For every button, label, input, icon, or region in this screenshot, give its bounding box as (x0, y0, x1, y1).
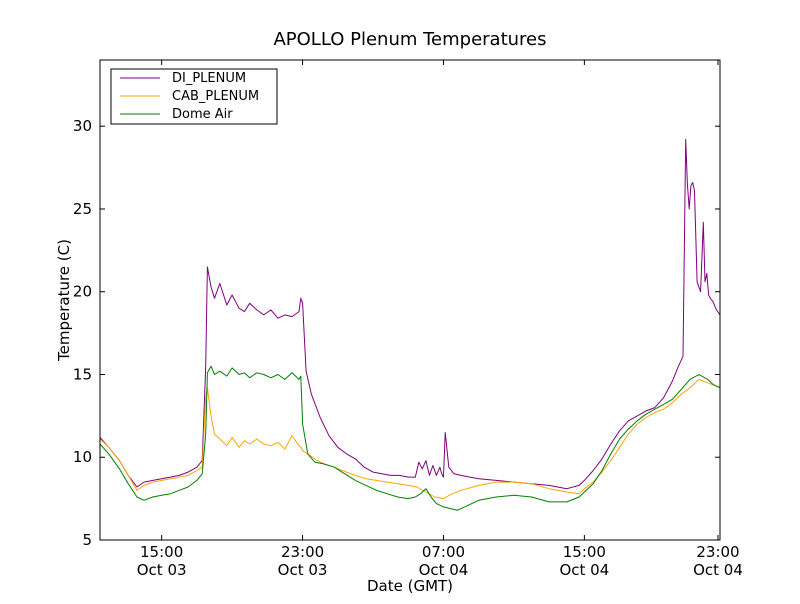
series-line-dome-air (99, 365, 721, 511)
legend-label-di-plenum: DI_PLENUM (172, 71, 246, 86)
x-axis-label: Date (GMT) (367, 577, 453, 595)
x-tick-label-date: Oct 03 (137, 561, 187, 579)
y-tick-label: 25 (73, 200, 92, 218)
x-tick-label-time: 23:00 (281, 543, 324, 561)
x-tick-label-time: 23:00 (696, 543, 739, 561)
y-tick-label: 10 (73, 448, 92, 466)
y-axis-label: Temperature (C) (55, 239, 73, 362)
x-tick-label-time: 07:00 (422, 543, 465, 561)
plot-frame (99, 59, 721, 541)
series-line-di-plenum (99, 138, 721, 490)
x-tick-label-date: Oct 04 (693, 561, 743, 579)
series-line-cab-plenum (99, 378, 721, 500)
y-tick-label: 5 (82, 531, 92, 549)
legend: DI_PLENUM CAB_PLENUM Dome Air (110, 68, 278, 125)
x-tick-label-date: Oct 04 (419, 561, 469, 579)
y-tick-label: 20 (73, 283, 92, 301)
legend-label-cab-plenum: CAB_PLENUM (172, 89, 259, 104)
legend-label-dome-air: Dome Air (172, 107, 233, 122)
chart-title: APOLLO Plenum Temperatures (273, 29, 546, 50)
x-tick-label-date: Oct 04 (559, 561, 609, 579)
series-layer (99, 138, 721, 511)
y-tick-label: 30 (73, 117, 92, 135)
x-tick-label-time: 15:00 (563, 543, 606, 561)
x-tick-label-time: 15:00 (140, 543, 183, 561)
x-tick-label-date: Oct 03 (278, 561, 328, 579)
y-tick-label: 15 (73, 365, 92, 383)
